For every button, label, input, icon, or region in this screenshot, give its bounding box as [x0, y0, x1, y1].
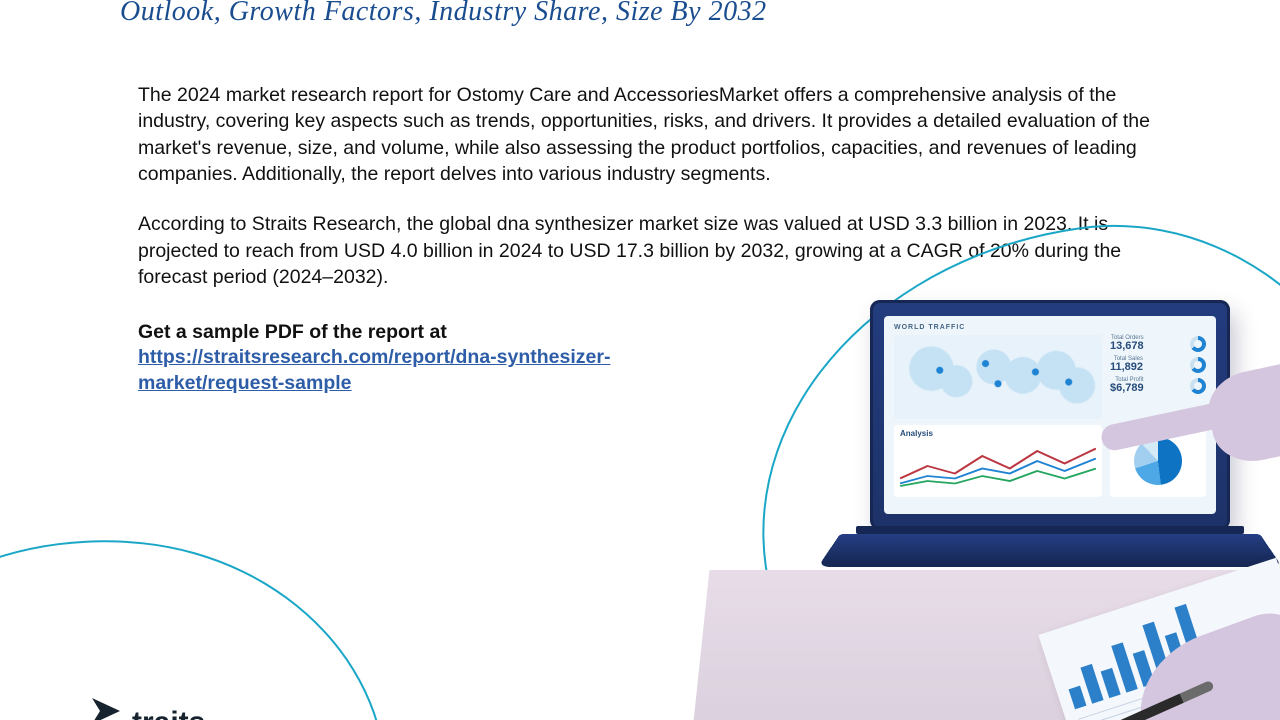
page-title-partial: Outlook, Growth Factors, Industry Share,…: [120, 0, 767, 28]
world-map-widget: [894, 335, 1102, 419]
logo-text-partial: traits: [132, 706, 205, 720]
brand-logo-partial: traits: [90, 694, 205, 720]
line-chart-svg: [900, 441, 1096, 491]
stat-row: Total Orders 13,678: [1110, 335, 1206, 352]
decorative-blob-left: [0, 512, 410, 720]
logo-mark-icon: [90, 694, 124, 720]
hero-illustration: WORLD TRAFFIC Total Orders 13,678: [760, 300, 1280, 720]
stat-value: 11,892: [1110, 362, 1143, 373]
laptop-keyboard: [818, 534, 1280, 567]
paragraph-1: The 2024 market research report for Osto…: [138, 82, 1178, 187]
donut-icon: [1190, 336, 1206, 352]
stat-value: 13,678: [1110, 341, 1144, 352]
sample-lead-text: Get a sample PDF of the report at: [138, 321, 447, 343]
page-root: Outlook, Growth Factors, Industry Share,…: [0, 0, 1280, 720]
dashboard-header: WORLD TRAFFIC: [894, 324, 1206, 331]
analysis-label: Analysis: [900, 429, 1096, 438]
laptop-hinge: [856, 526, 1244, 534]
sample-pdf-link[interactable]: https://straitsresearch.com/report/dna-s…: [138, 346, 610, 393]
sample-pdf-block: Get a sample PDF of the report at https:…: [138, 320, 638, 396]
analysis-line-chart: Analysis: [894, 425, 1102, 497]
